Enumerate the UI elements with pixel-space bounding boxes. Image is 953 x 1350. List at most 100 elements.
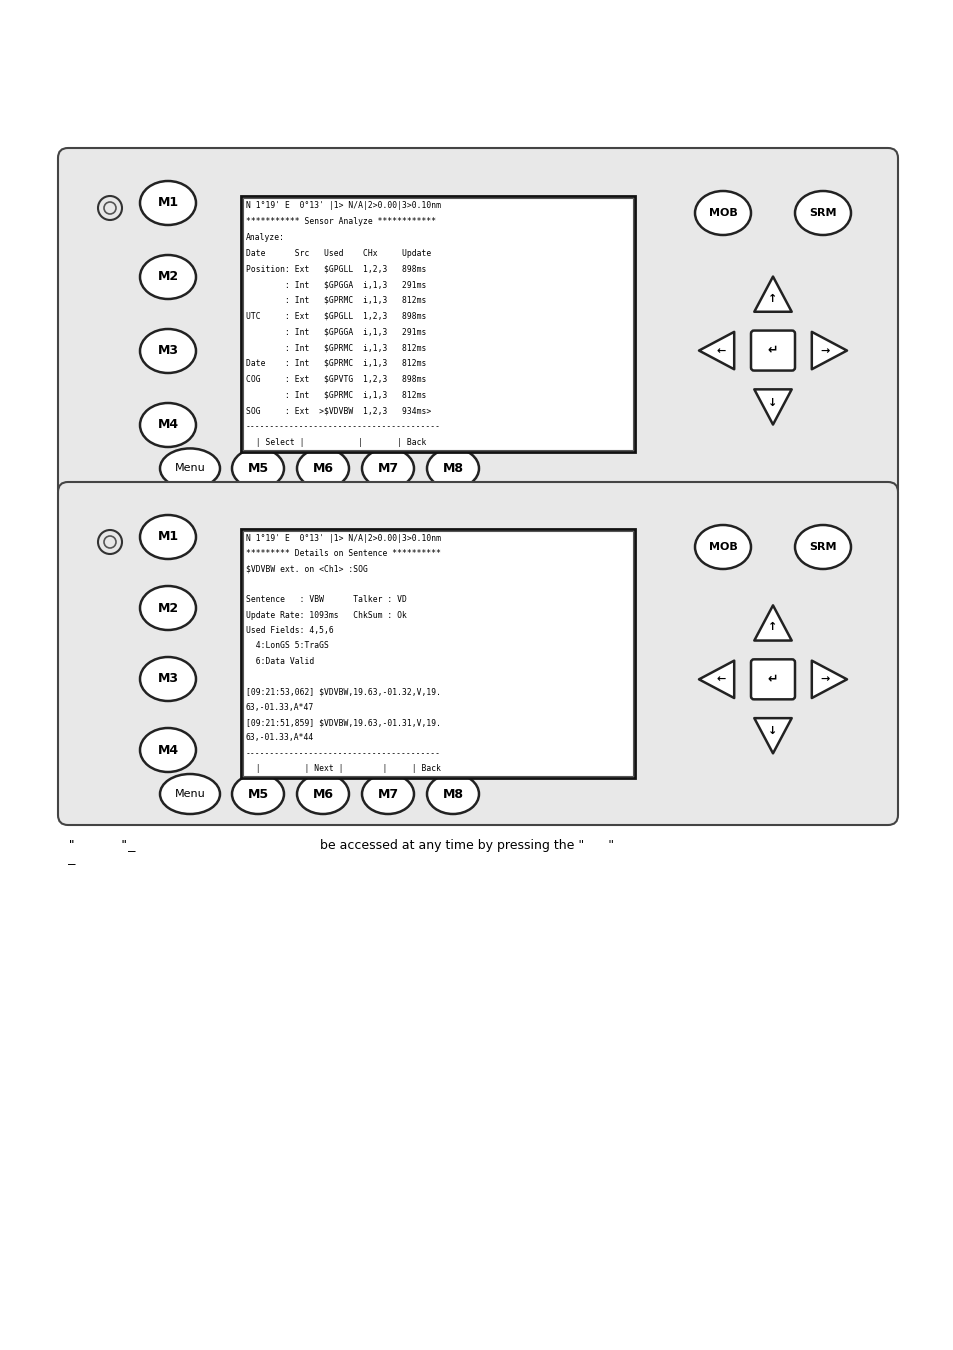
Text: ********* Details on Sentence **********: ********* Details on Sentence ********** xyxy=(246,549,440,559)
Ellipse shape xyxy=(140,255,195,298)
Ellipse shape xyxy=(232,774,284,814)
Ellipse shape xyxy=(140,514,195,559)
Text: M8: M8 xyxy=(442,462,463,475)
Text: Date      Src   Used    CHx     Update: Date Src Used CHx Update xyxy=(246,248,431,258)
Text: M2: M2 xyxy=(157,270,178,284)
Text: M4: M4 xyxy=(157,744,178,756)
Text: UTC     : Ext   $GPGLL  1,2,3   898ms: UTC : Ext $GPGLL 1,2,3 898ms xyxy=(246,312,426,320)
Text: *********** Sensor Analyze ************: *********** Sensor Analyze ************ xyxy=(246,217,436,225)
Text: : Int   $GPRMC  i,1,3   812ms: : Int $GPRMC i,1,3 812ms xyxy=(246,343,426,352)
Text: |         | Next |        |     | Back: | | Next | | | Back xyxy=(246,764,440,774)
Ellipse shape xyxy=(140,586,195,630)
Text: : Int   $GPRMC  i,1,3   812ms: : Int $GPRMC i,1,3 812ms xyxy=(246,296,426,305)
Text: Analyze:: Analyze: xyxy=(246,232,285,242)
Text: : Int   $GPRMC  i,1,3   812ms: : Int $GPRMC i,1,3 812ms xyxy=(246,390,426,400)
Text: N 1°19' E  0°13' |1> N/A|2>0.00|3>0.10nm: N 1°19' E 0°13' |1> N/A|2>0.00|3>0.10nm xyxy=(246,201,440,211)
Text: ↵: ↵ xyxy=(767,672,778,686)
FancyBboxPatch shape xyxy=(58,482,897,825)
Ellipse shape xyxy=(296,774,349,814)
Text: [09:21:51,859] $VDVBW,19.63,-01.31,V,19.: [09:21:51,859] $VDVBW,19.63,-01.31,V,19. xyxy=(246,718,440,728)
FancyBboxPatch shape xyxy=(241,196,635,452)
Text: Menu: Menu xyxy=(174,788,205,799)
Text: M1: M1 xyxy=(157,197,178,209)
Text: M7: M7 xyxy=(377,787,398,801)
Text: ←: ← xyxy=(716,675,725,684)
Ellipse shape xyxy=(695,525,750,568)
Text: 63,-01.33,A*44: 63,-01.33,A*44 xyxy=(246,733,314,743)
Text: M2: M2 xyxy=(157,602,178,614)
Polygon shape xyxy=(699,332,734,370)
Polygon shape xyxy=(754,277,791,312)
Ellipse shape xyxy=(695,190,750,235)
Ellipse shape xyxy=(361,448,414,489)
Text: SOG     : Ext  >$VDVBW  1,2,3   934ms>: SOG : Ext >$VDVBW 1,2,3 934ms> xyxy=(246,406,431,416)
FancyBboxPatch shape xyxy=(243,531,633,776)
Text: →: → xyxy=(820,346,829,355)
Text: _: _ xyxy=(68,852,75,865)
Text: Date    : Int   $GPRMC  i,1,3   812ms: Date : Int $GPRMC i,1,3 812ms xyxy=(246,359,426,369)
Polygon shape xyxy=(811,332,846,370)
Text: ↑: ↑ xyxy=(767,622,777,632)
Text: M1: M1 xyxy=(157,531,178,544)
Ellipse shape xyxy=(296,448,349,489)
Circle shape xyxy=(98,531,122,554)
Text: SRM: SRM xyxy=(808,208,836,217)
Text: M5: M5 xyxy=(247,462,269,475)
Ellipse shape xyxy=(427,774,478,814)
Text: Used Fields: 4,5,6: Used Fields: 4,5,6 xyxy=(246,626,334,634)
Text: : Int   $GPGGA  i,1,3   291ms: : Int $GPGGA i,1,3 291ms xyxy=(246,279,426,289)
Circle shape xyxy=(98,196,122,220)
Text: M8: M8 xyxy=(442,787,463,801)
Text: : Int   $GPGGA  i,1,3   291ms: : Int $GPGGA i,1,3 291ms xyxy=(246,328,426,336)
Text: be accessed at any time by pressing the "      ": be accessed at any time by pressing the … xyxy=(319,838,614,852)
Ellipse shape xyxy=(427,448,478,489)
Text: ←: ← xyxy=(716,346,725,355)
Text: MOB: MOB xyxy=(708,541,737,552)
Text: 4:LonGS 5:TraGS: 4:LonGS 5:TraGS xyxy=(246,641,329,651)
Text: Update Rate: 1093ms   ChkSum : Ok: Update Rate: 1093ms ChkSum : Ok xyxy=(246,610,406,620)
FancyBboxPatch shape xyxy=(750,331,794,370)
Text: Sentence   : VBW      Talker : VD: Sentence : VBW Talker : VD xyxy=(246,595,406,605)
Text: Position: Ext   $GPGLL  1,2,3   898ms: Position: Ext $GPGLL 1,2,3 898ms xyxy=(246,265,426,273)
Polygon shape xyxy=(811,660,846,698)
Text: 63,-01.33,A*47: 63,-01.33,A*47 xyxy=(246,703,314,711)
Ellipse shape xyxy=(140,657,195,701)
Text: ----------------------------------------: ---------------------------------------- xyxy=(246,423,440,431)
Polygon shape xyxy=(754,605,791,640)
Text: "      "_: " "_ xyxy=(68,838,135,852)
Ellipse shape xyxy=(140,404,195,447)
Text: Menu: Menu xyxy=(174,463,205,474)
Ellipse shape xyxy=(232,448,284,489)
Text: →: → xyxy=(820,675,829,684)
Text: COG     : Ext   $GPVTG  1,2,3   898ms: COG : Ext $GPVTG 1,2,3 898ms xyxy=(246,375,426,383)
Text: MOB: MOB xyxy=(708,208,737,217)
FancyBboxPatch shape xyxy=(58,148,897,500)
Polygon shape xyxy=(754,389,791,424)
Ellipse shape xyxy=(140,728,195,772)
Polygon shape xyxy=(699,660,734,698)
Text: ↑: ↑ xyxy=(767,293,777,304)
Text: M6: M6 xyxy=(313,462,334,475)
Ellipse shape xyxy=(140,181,195,225)
FancyBboxPatch shape xyxy=(243,198,633,450)
Text: M3: M3 xyxy=(157,344,178,358)
Text: 6:Data Valid: 6:Data Valid xyxy=(246,656,314,666)
FancyBboxPatch shape xyxy=(241,529,635,778)
Text: M6: M6 xyxy=(313,787,334,801)
Text: M4: M4 xyxy=(157,418,178,432)
Polygon shape xyxy=(754,718,791,753)
Text: ↵: ↵ xyxy=(767,344,778,356)
Text: ↓: ↓ xyxy=(767,397,777,408)
Text: ↓: ↓ xyxy=(767,726,777,736)
Text: M7: M7 xyxy=(377,462,398,475)
Ellipse shape xyxy=(140,329,195,373)
Text: $VDVBW ext. on <Ch1> :SOG: $VDVBW ext. on <Ch1> :SOG xyxy=(246,564,368,574)
Text: N 1°19' E  0°13' |1> N/A|2>0.00|3>0.10nm: N 1°19' E 0°13' |1> N/A|2>0.00|3>0.10nm xyxy=(246,535,440,543)
Text: M5: M5 xyxy=(247,787,269,801)
Ellipse shape xyxy=(794,525,850,568)
Text: ----------------------------------------: ---------------------------------------- xyxy=(246,749,440,757)
Text: | Select |           |       | Back: | Select | | | Back xyxy=(246,437,426,447)
Text: [09:21:53,062] $VDVBW,19.63,-01.32,V,19.: [09:21:53,062] $VDVBW,19.63,-01.32,V,19. xyxy=(246,687,440,697)
FancyBboxPatch shape xyxy=(750,659,794,699)
Ellipse shape xyxy=(794,190,850,235)
